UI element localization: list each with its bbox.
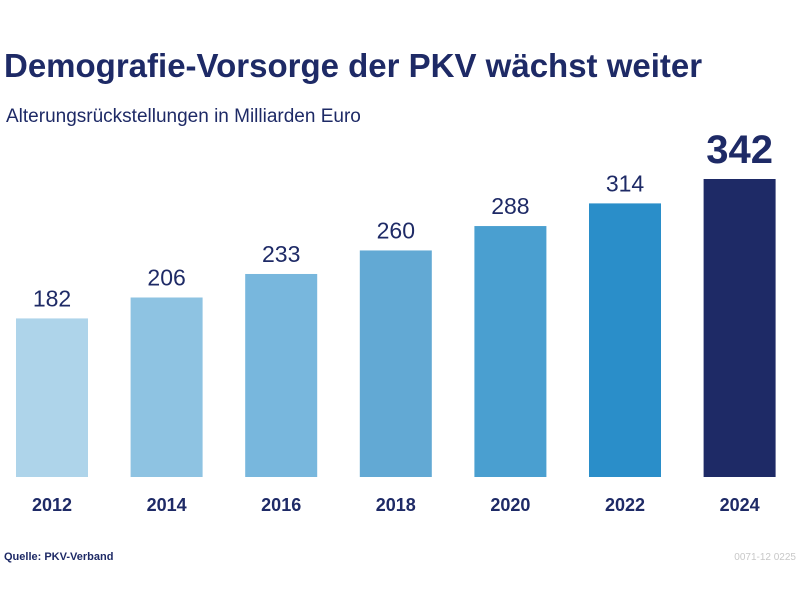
value-label: 206 [147, 265, 185, 291]
bar [16, 318, 88, 477]
x-tick-label: 2024 [720, 495, 760, 515]
value-label: 288 [491, 193, 529, 219]
chart-subtitle: Alterungsrückstellungen in Milliarden Eu… [6, 106, 361, 127]
bar [589, 203, 661, 478]
value-label: 182 [33, 285, 71, 311]
bar [245, 273, 318, 477]
bar [130, 297, 203, 477]
code: 0071-12 0225 [734, 552, 796, 563]
value-label: 260 [377, 217, 415, 243]
bar [359, 250, 432, 477]
chart-title: Demografie-Vorsorge der PKV wächst weite… [4, 47, 702, 84]
bar [474, 226, 547, 477]
source: Quelle: PKV-Verband [4, 551, 113, 563]
x-tick-label: 2022 [605, 495, 645, 515]
bar [703, 179, 776, 477]
x-tick-label: 2018 [376, 495, 416, 515]
x-tick-label: 2020 [490, 495, 530, 515]
value-label: 342 [706, 128, 773, 172]
x-tick-label: 2014 [147, 495, 187, 515]
x-tick-label: 2012 [32, 495, 72, 515]
value-label: 233 [262, 241, 300, 267]
value-label: 314 [606, 170, 645, 196]
x-tick-label: 2016 [261, 495, 301, 515]
